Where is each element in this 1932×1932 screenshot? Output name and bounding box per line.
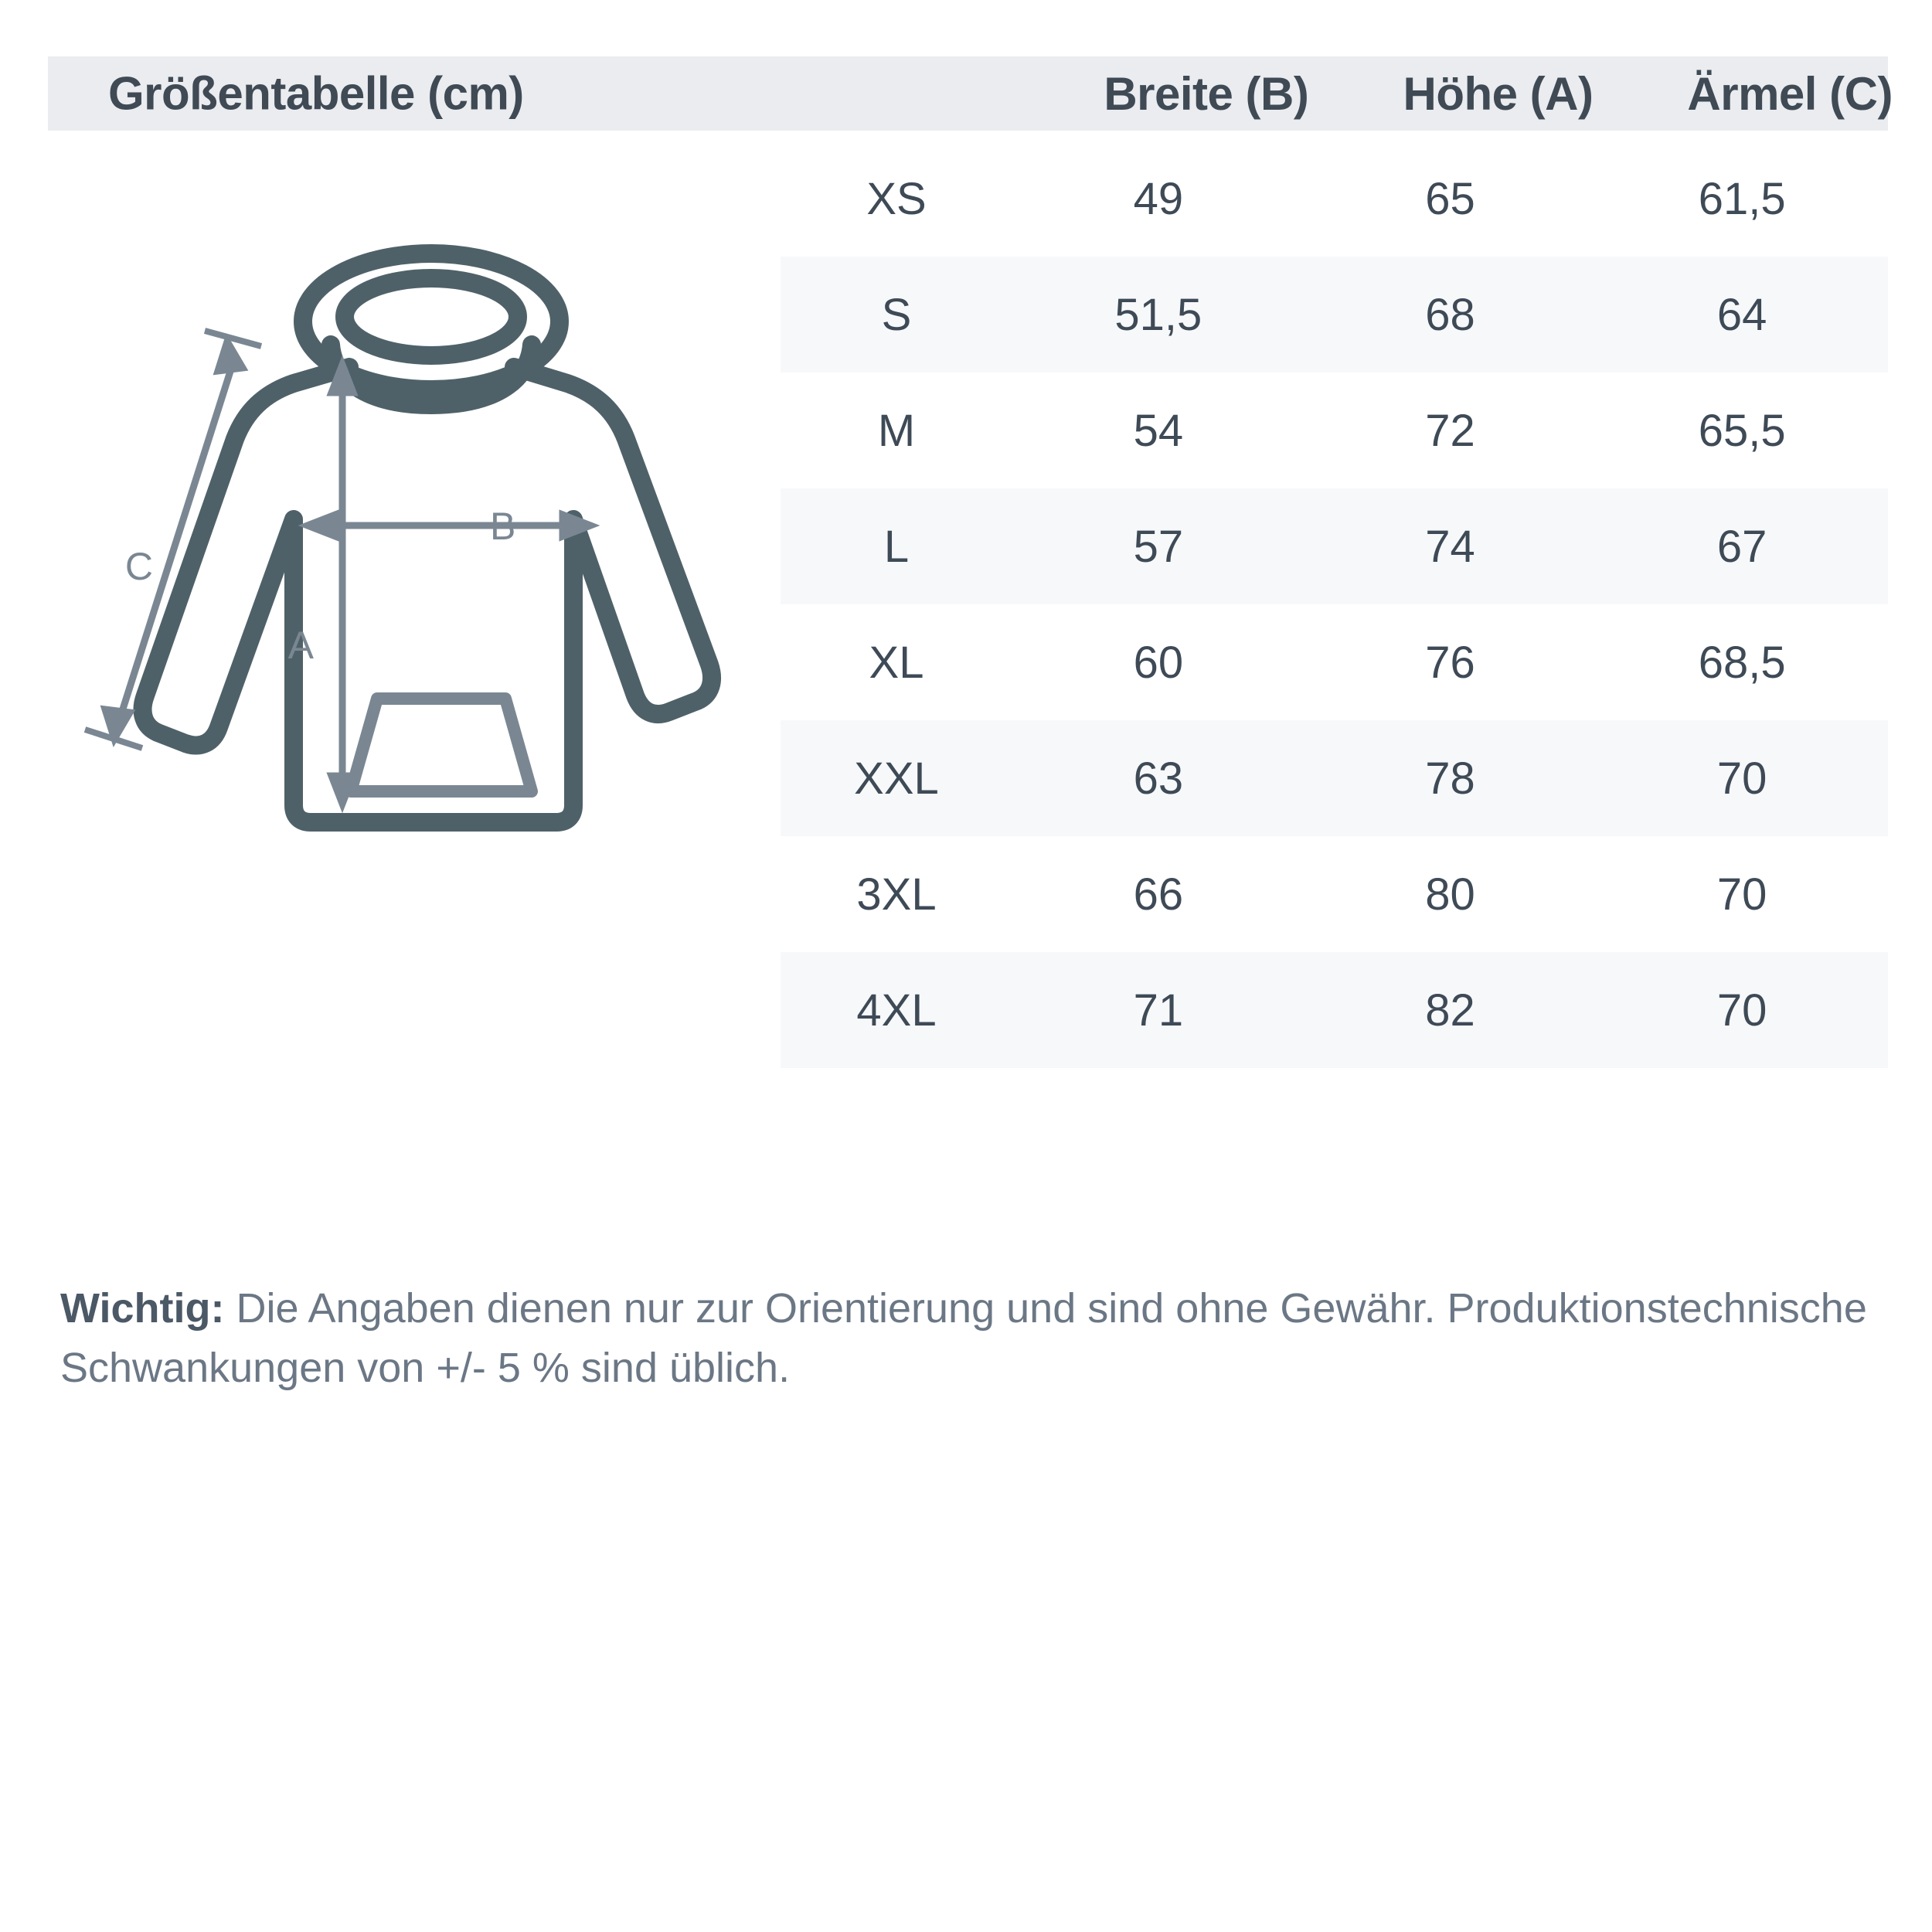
table-row: XL 60 76 68,5: [781, 604, 1888, 720]
table-row: L 57 74 67: [781, 488, 1888, 604]
hood-outer: [294, 244, 569, 399]
column-header-breite: Breite (B): [1104, 67, 1309, 120]
cell-breite: 49: [1133, 173, 1184, 224]
arrowhead-c-bottom: [100, 705, 136, 747]
cell-breite: 57: [1133, 521, 1184, 572]
tick-c-bottom: [83, 726, 144, 751]
cell-aermel: 65,5: [1698, 405, 1786, 456]
arrowhead-a-top: [326, 355, 359, 396]
tick-c-top: [203, 328, 263, 349]
cell-breite: 51,5: [1114, 289, 1202, 340]
table-row: 4XL 71 82 70: [781, 952, 1888, 1068]
hoodie-illustration-svg: B A C: [83, 244, 721, 832]
kangaroo-pocket: [345, 692, 538, 798]
cell-hoehe: 78: [1425, 753, 1475, 804]
cell-breite: 66: [1133, 869, 1184, 920]
column-header-hoehe: Höhe (A): [1403, 67, 1594, 120]
cell-breite: 71: [1133, 985, 1184, 1036]
size-table: XS 49 65 61,5 S 51,5 68 64 M 54 72 65,5 …: [781, 141, 1888, 1068]
dimension-annotations: [83, 328, 600, 814]
dimension-labels: B A C: [125, 505, 515, 667]
cell-aermel: 70: [1716, 869, 1767, 920]
label-a: A: [288, 624, 315, 667]
cell-size: M: [877, 405, 916, 456]
hood-inner: [335, 269, 527, 365]
cell-hoehe: 80: [1425, 869, 1475, 920]
cell-hoehe: 76: [1425, 637, 1475, 688]
cell-size: S: [881, 289, 912, 340]
table-row: 3XL 66 80 70: [781, 836, 1888, 952]
cell-size: 4XL: [856, 985, 937, 1036]
cell-aermel: 70: [1716, 985, 1767, 1036]
cell-hoehe: 68: [1425, 289, 1475, 340]
column-header-row: Breite (B) Höhe (A) Ärmel (C): [828, 56, 1932, 131]
disclaimer-label: Wichtig:: [60, 1285, 225, 1332]
page-title: Größentabelle (cm): [108, 67, 524, 120]
disclaimer-text: Die Angaben dienen nur zur Orientierung …: [60, 1285, 1867, 1391]
label-c: C: [125, 545, 153, 588]
cell-aermel: 61,5: [1698, 173, 1786, 224]
cell-size: XL: [869, 637, 924, 688]
cell-aermel: 67: [1716, 521, 1767, 572]
cell-breite: 54: [1133, 405, 1184, 456]
cell-size: XS: [866, 173, 927, 224]
arrowhead-b-right: [559, 509, 600, 542]
cell-size: XXL: [854, 753, 939, 804]
table-row: M 54 72 65,5: [781, 372, 1888, 488]
cell-size: L: [883, 521, 910, 572]
arrowhead-c-top: [213, 333, 249, 376]
table-row: XXL 63 78 70: [781, 720, 1888, 836]
cell-size: 3XL: [856, 869, 937, 920]
hoodie-diagram: B A C: [62, 232, 757, 850]
cell-aermel: 64: [1716, 289, 1767, 340]
cell-breite: 63: [1133, 753, 1184, 804]
column-header-aermel: Ärmel (C): [1687, 67, 1893, 120]
table-row: S 51,5 68 64: [781, 257, 1888, 372]
cell-aermel: 70: [1716, 753, 1767, 804]
table-header-band: Größentabelle (cm) Breite (B) Höhe (A) Ä…: [48, 56, 1893, 131]
cell-breite: 60: [1133, 637, 1184, 688]
hoodie-outline: [133, 244, 721, 832]
arrowhead-a-bottom: [326, 772, 359, 814]
cell-aermel: 68,5: [1698, 637, 1786, 688]
cell-hoehe: 82: [1425, 985, 1475, 1036]
table-row: XS 49 65 61,5: [781, 141, 1888, 257]
dimension-line-c: [116, 360, 237, 720]
cell-hoehe: 72: [1425, 405, 1475, 456]
disclaimer-note: Wichtig: Die Angaben dienen nur zur Orie…: [60, 1279, 1884, 1397]
arrowhead-b-left: [298, 509, 339, 542]
cell-hoehe: 74: [1425, 521, 1475, 572]
cell-hoehe: 65: [1425, 173, 1475, 224]
label-b: B: [490, 505, 515, 548]
